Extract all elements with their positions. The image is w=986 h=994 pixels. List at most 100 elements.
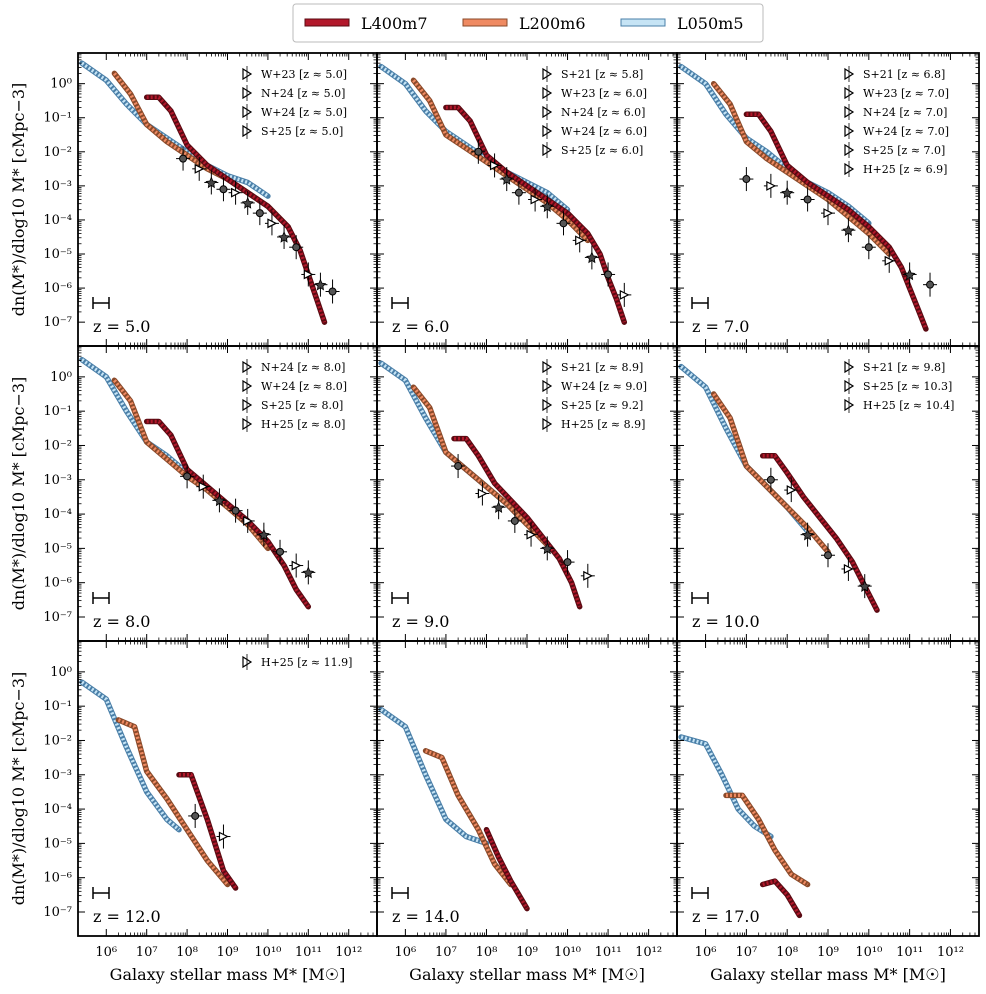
x-tick-label: 10⁹ bbox=[516, 945, 538, 960]
series-line-L200m6 bbox=[113, 379, 270, 550]
scatter-errorbar bbox=[391, 592, 409, 604]
y-tick-label: 10⁻² bbox=[43, 145, 72, 160]
x-tick-label: 10¹⁰ bbox=[554, 945, 581, 960]
y-tick-label: 10⁻⁶ bbox=[43, 871, 72, 886]
panel-frame bbox=[676, 640, 980, 937]
series-outline-L400m7 bbox=[143, 418, 312, 610]
data-point bbox=[580, 563, 595, 588]
data-point bbox=[780, 180, 795, 205]
series-line-L200m6 bbox=[412, 79, 590, 242]
y-tick-label: 10⁰ bbox=[50, 77, 72, 92]
scatter-errorbar bbox=[92, 592, 110, 604]
series-line-L050m5 bbox=[680, 735, 772, 838]
series-line-L400m7 bbox=[179, 773, 238, 890]
data-point bbox=[540, 194, 555, 219]
data-point bbox=[524, 522, 539, 547]
x-tick-label: 10¹¹ bbox=[295, 945, 322, 960]
y-tick-label: 10⁻⁶ bbox=[43, 281, 72, 296]
data-point bbox=[192, 156, 207, 181]
series-outline-L200m6 bbox=[710, 80, 892, 257]
y-tick-label: 10⁰ bbox=[50, 370, 72, 385]
data-point bbox=[821, 201, 835, 226]
data-point bbox=[240, 190, 255, 215]
redshift-label: z = 9.0 bbox=[392, 612, 449, 631]
panel-7: 10⁰ 10⁻¹ 10⁻² 10⁻³ 10⁻⁴ 10⁻⁵ 10⁻⁶ 10⁻⁷ 10⁶ 10⁷ 10⁸… bbox=[43, 640, 378, 960]
redshift-label: z = 10.0 bbox=[692, 612, 760, 631]
legend: L400m7 L200m6 L050m5 bbox=[292, 3, 764, 43]
observation-label: H+25 [z ≈ 11.9] bbox=[261, 656, 352, 669]
x-tick-label: 10¹⁰ bbox=[254, 945, 281, 960]
data-point bbox=[487, 153, 502, 178]
panel-1: 10⁰ 10⁻¹ 10⁻² 10⁻³ 10⁻⁴ 10⁻⁵ 10⁻⁶ 10⁻⁷ z = 5.0 W+… bbox=[43, 52, 378, 347]
x-tick-label: 10¹⁰ bbox=[855, 945, 882, 960]
legend-swatch bbox=[304, 18, 350, 27]
y-tick-label: 10⁻⁷ bbox=[43, 610, 72, 625]
observation-label: W+23 [z ≈ 6.0] bbox=[561, 87, 647, 100]
data-point bbox=[475, 481, 490, 506]
data-point bbox=[739, 167, 754, 192]
data-point bbox=[228, 180, 243, 205]
panel-6: z = 10.0 S+21 [z ≈ 9.8] S+25 [z ≈ 10.3] H+2… bbox=[676, 345, 980, 642]
legend-swatch bbox=[620, 18, 666, 27]
data-point bbox=[784, 478, 799, 503]
data-point bbox=[584, 245, 599, 270]
x-tick-label: 10⁸ bbox=[776, 945, 798, 960]
legend-box bbox=[292, 3, 764, 43]
observation-label: S+21 [z ≈ 9.8] bbox=[863, 361, 945, 374]
data-point bbox=[763, 467, 778, 492]
series-outline-L050m5 bbox=[79, 679, 182, 833]
y-tick-label: 10⁻⁴ bbox=[43, 213, 72, 228]
data-point bbox=[841, 556, 856, 581]
y-tick-label: 10⁻⁷ bbox=[43, 905, 72, 920]
legend-swatch bbox=[462, 18, 508, 27]
data-point bbox=[188, 803, 203, 828]
panel-5: z = 9.0 S+21 [z ≈ 8.9] W+24 [z ≈ 9.0] S+25 … bbox=[376, 345, 678, 642]
data-point bbox=[273, 539, 288, 564]
series-outline-L200m6 bbox=[422, 748, 514, 888]
series-line-L400m7 bbox=[445, 105, 626, 323]
panel-2: z = 6.0 S+21 [z ≈ 5.8] W+23 [z ≈ 6.0] N+24 … bbox=[376, 52, 678, 347]
redshift-label: z = 17.0 bbox=[692, 907, 760, 926]
axis-labels: Galaxy stellar mass M* [M☉] Galaxy stella… bbox=[9, 83, 946, 984]
panel-3: z = 7.0 S+21 [z ≈ 6.8] W+23 [z ≈ 7.0] N+24 … bbox=[676, 52, 980, 347]
observation-label: S+21 [z ≈ 8.9] bbox=[561, 361, 643, 374]
data-point bbox=[499, 167, 514, 192]
panel-9: 10⁶ 10⁷ 10⁸ 10⁹ 10¹⁰ 10¹¹ 10¹² z = 17.0 bbox=[676, 640, 980, 960]
ticks bbox=[677, 53, 980, 346]
series-outline-L050m5 bbox=[79, 60, 271, 199]
data-point bbox=[216, 177, 231, 202]
observation-label: N+24 [z ≈ 8.0] bbox=[261, 361, 345, 374]
data-point bbox=[196, 474, 211, 499]
data-point bbox=[277, 224, 292, 249]
y-axis-label: dn(M*)/dlog10 M* [cMpc−3] bbox=[9, 83, 28, 317]
x-tick-label: 10⁷ bbox=[136, 945, 158, 960]
x-tick-label: 10⁶ bbox=[394, 945, 416, 960]
data-point bbox=[617, 282, 632, 307]
data-point bbox=[857, 574, 872, 599]
y-tick-label: 10⁻² bbox=[43, 438, 72, 453]
data-point bbox=[861, 235, 876, 260]
x-tick-label: 10⁸ bbox=[476, 945, 498, 960]
x-tick-label: 10⁸ bbox=[176, 945, 198, 960]
legend-label: L050m5 bbox=[677, 14, 744, 33]
data-point bbox=[763, 173, 778, 198]
x-tick-label: 10⁷ bbox=[435, 945, 457, 960]
ticks bbox=[677, 346, 980, 641]
y-tick-label: 10⁻³ bbox=[43, 473, 72, 488]
series-outline-L400m7 bbox=[443, 104, 628, 325]
y-tick-label: 10⁻⁵ bbox=[43, 247, 72, 262]
series-line-L200m6 bbox=[712, 393, 830, 553]
x-tick-label: 10¹² bbox=[335, 945, 362, 960]
data-point bbox=[180, 464, 195, 489]
observation-label: H+25 [z ≈ 8.0] bbox=[261, 418, 345, 431]
y-tick-label: 10⁻¹ bbox=[43, 699, 72, 714]
x-axis-label: Galaxy stellar mass M* [M☉] bbox=[110, 965, 346, 984]
data-point bbox=[451, 454, 466, 479]
y-tick-label: 10⁻⁶ bbox=[43, 576, 72, 591]
data-point bbox=[601, 262, 616, 287]
series-line-L050m5 bbox=[80, 680, 181, 832]
ticks bbox=[377, 641, 678, 936]
series-line-L200m6 bbox=[117, 718, 229, 886]
series-line-L050m5 bbox=[80, 61, 269, 198]
observation-label: W+23 [z ≈ 7.0] bbox=[863, 87, 949, 100]
